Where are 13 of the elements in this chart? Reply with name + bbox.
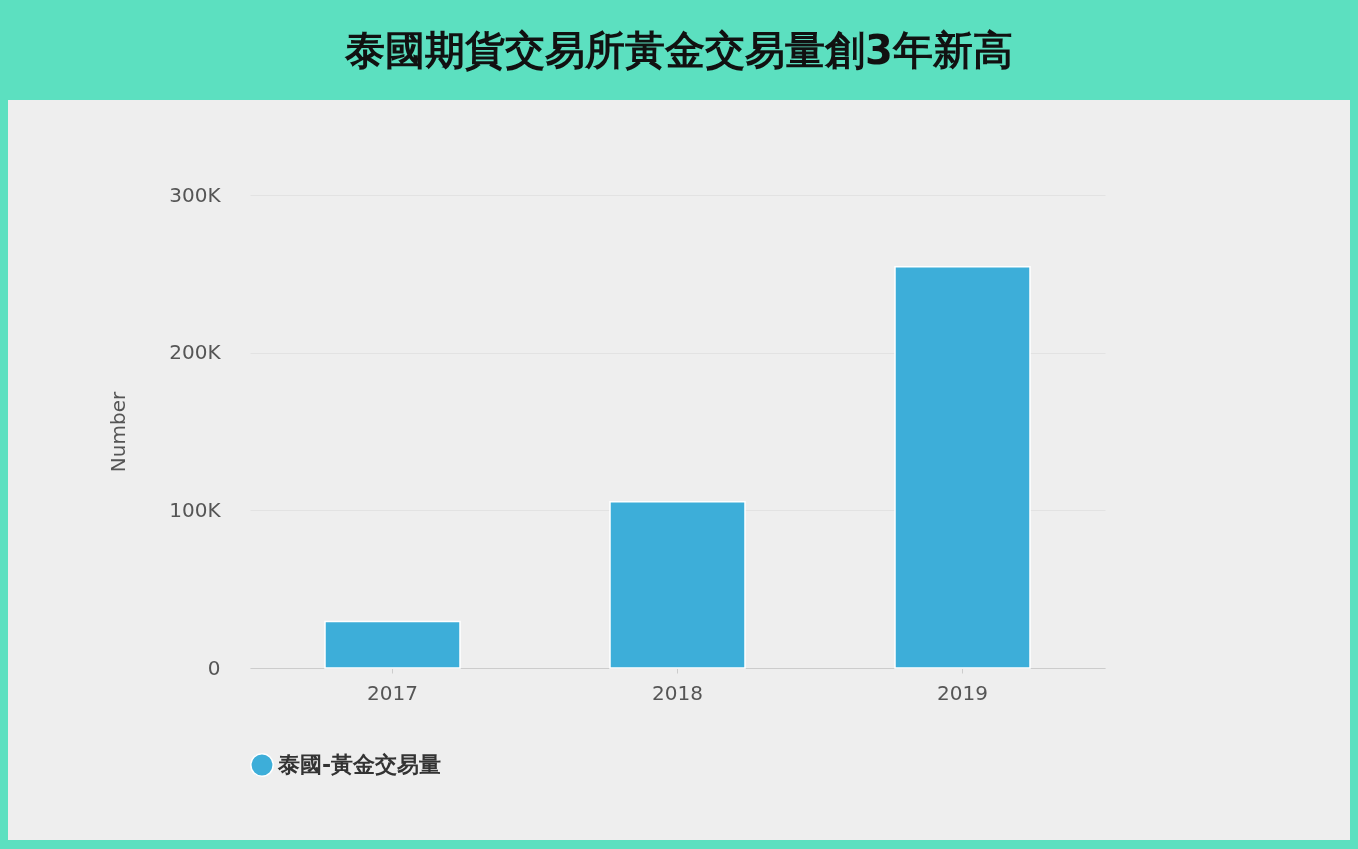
chart-title: 泰國期貨交易所黃金交易量創3年新高 xyxy=(344,25,1014,75)
bar xyxy=(894,265,1031,669)
bar xyxy=(324,620,461,669)
y-tick-label: 300K xyxy=(169,182,222,207)
x-tick-label: 2017 xyxy=(367,680,418,705)
bar xyxy=(609,500,746,669)
x-tick-label: 2018 xyxy=(652,680,703,705)
y-tick-label: 100K xyxy=(169,497,222,522)
y-tick-label: 0 xyxy=(207,655,221,680)
y-tick-label: 200K xyxy=(169,340,222,365)
x-tick-label: 2019 xyxy=(937,680,988,705)
legend-label: 泰國-黃金交易量 xyxy=(277,752,442,777)
y-axis-title: Number xyxy=(106,391,131,473)
